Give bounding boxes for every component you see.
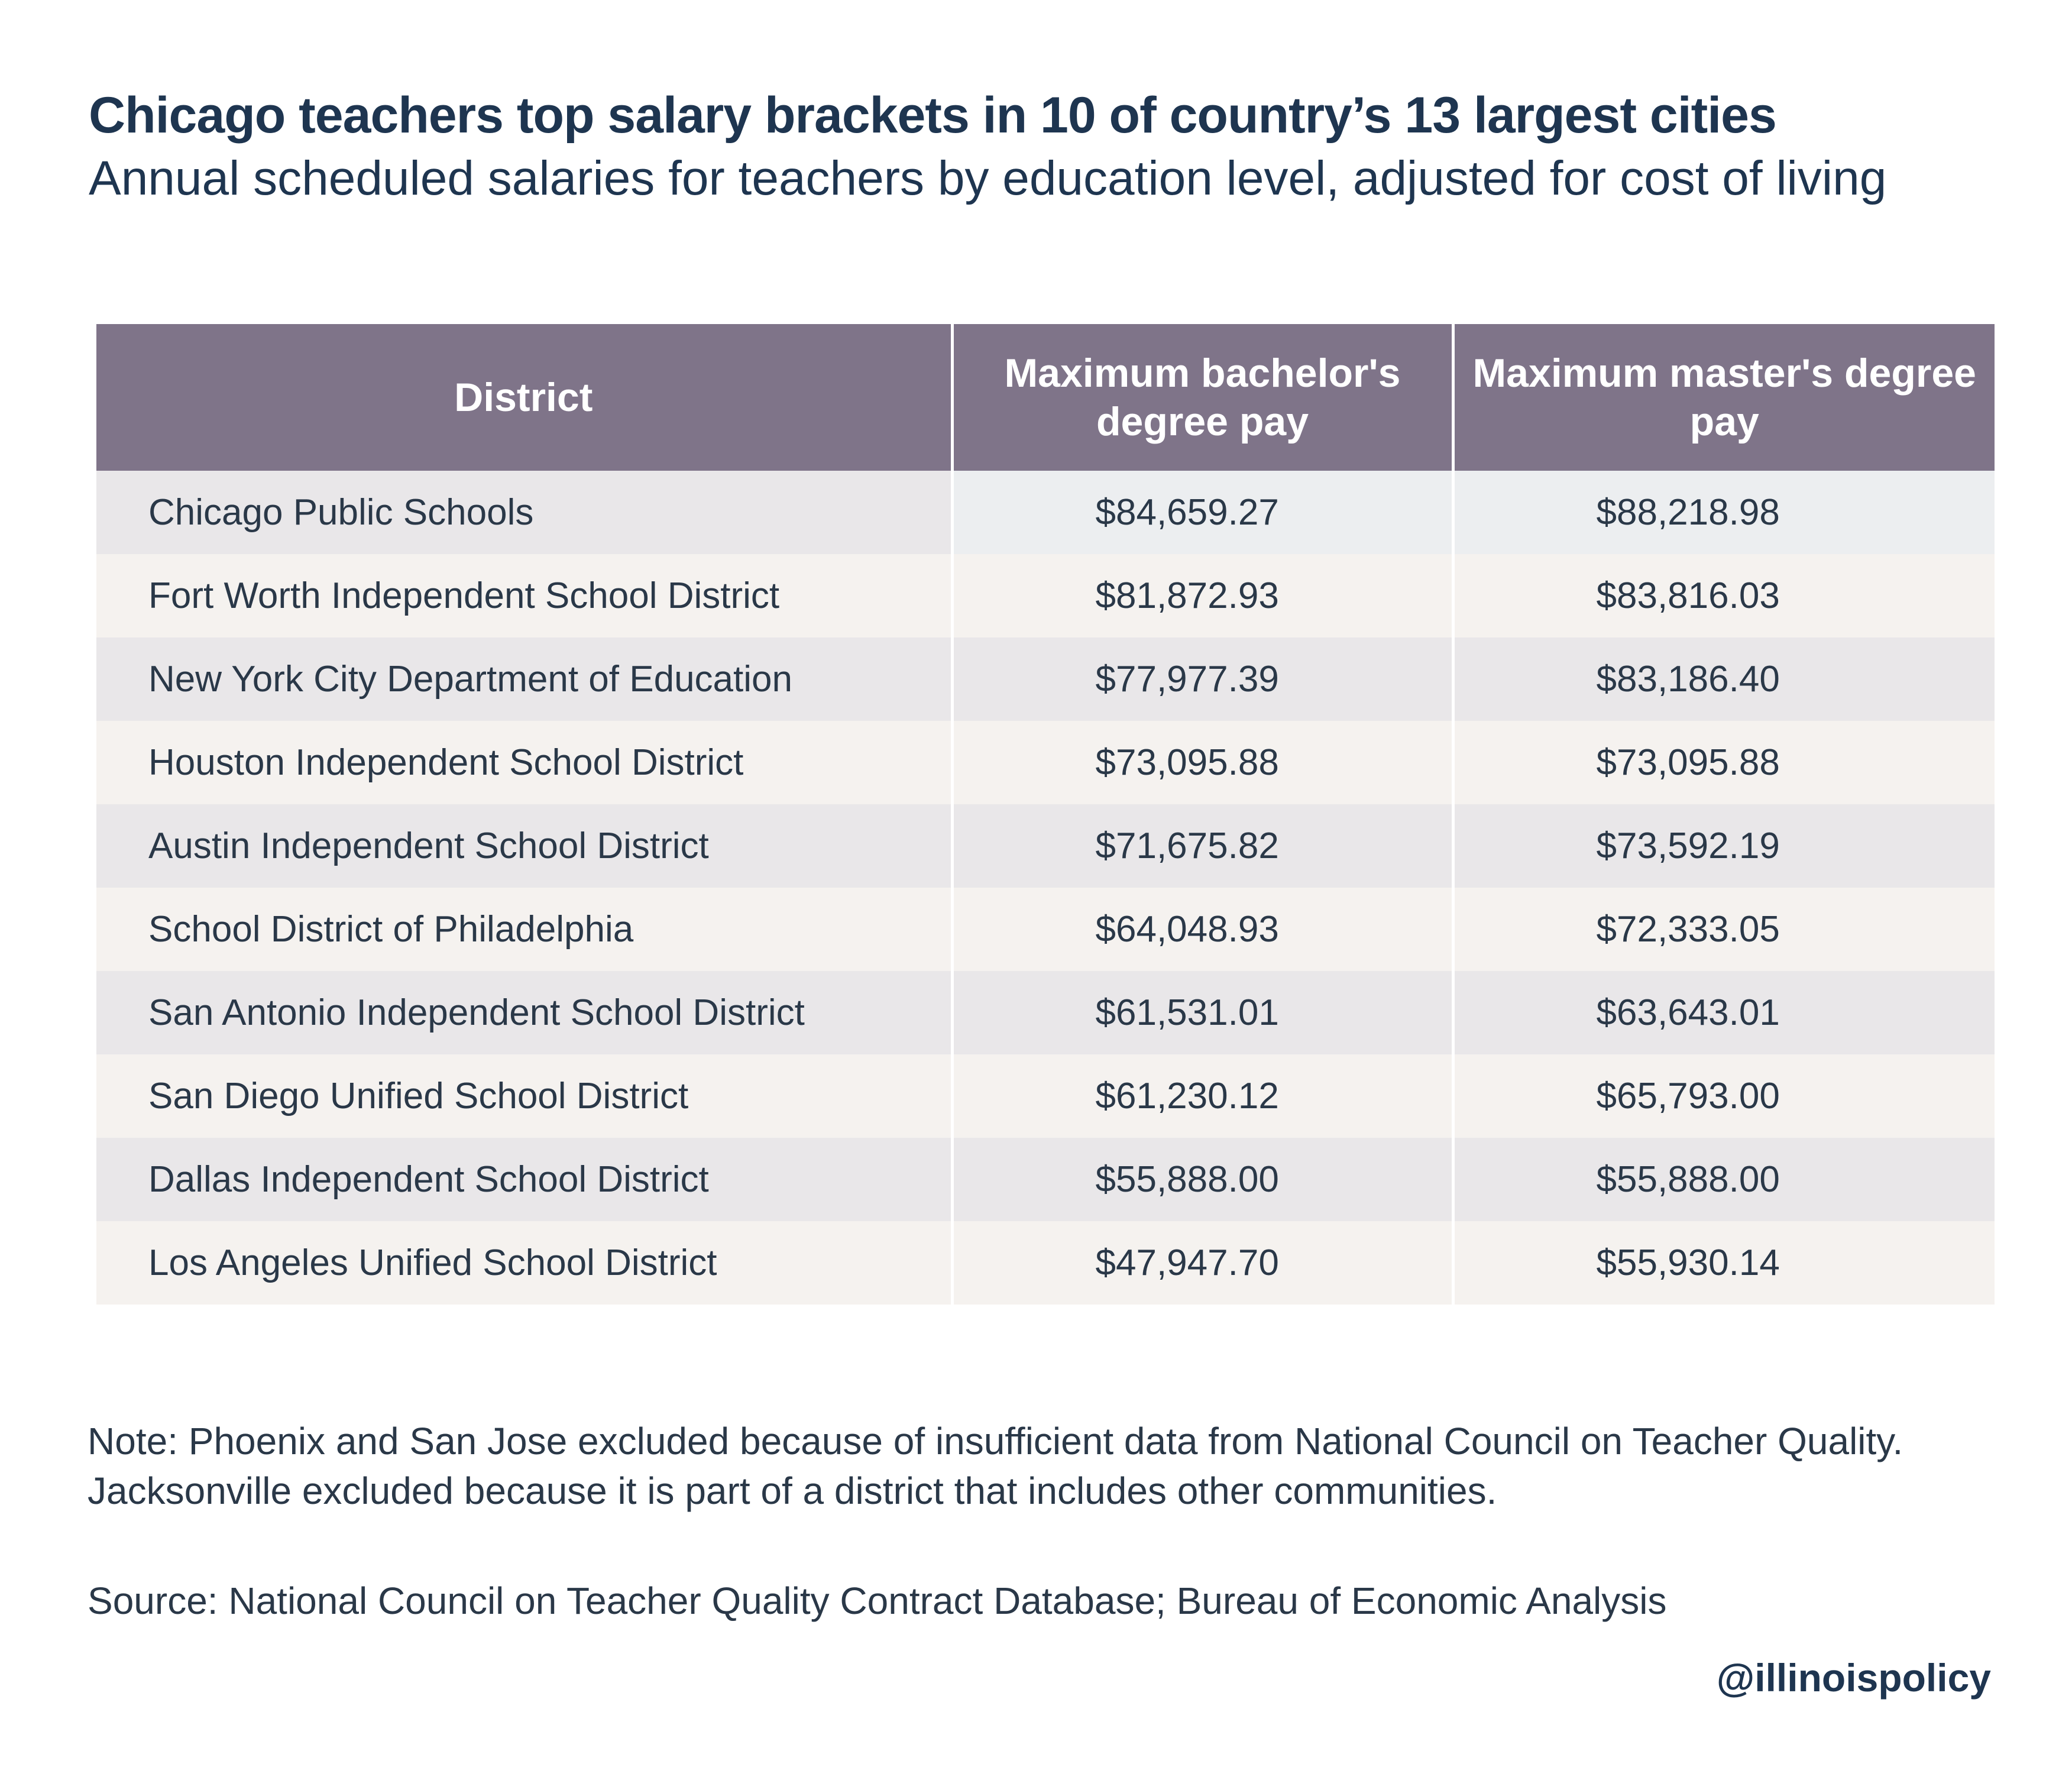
cell-masters: $83,186.40: [1453, 637, 1995, 721]
table-row: Los Angeles Unified School District $47,…: [96, 1221, 1995, 1305]
table-row: Fort Worth Independent School District $…: [96, 554, 1995, 637]
table-row: New York City Department of Education $7…: [96, 637, 1995, 721]
table-row: Houston Independent School District $73,…: [96, 721, 1995, 804]
cell-district: New York City Department of Education: [96, 637, 954, 721]
cell-district: San Diego Unified School District: [96, 1054, 954, 1138]
cell-district: Houston Independent School District: [96, 721, 954, 804]
cell-masters: $65,793.00: [1453, 1054, 1995, 1138]
cell-district: School District of Philadelphia: [96, 888, 954, 971]
source-line: Source: National Council on Teacher Qual…: [88, 1580, 1667, 1622]
table-body: Chicago Public Schools $84,659.27 $88,21…: [96, 471, 1995, 1305]
cell-district: Los Angeles Unified School District: [96, 1221, 954, 1305]
cell-masters: $83,816.03: [1453, 554, 1995, 637]
table-row: Chicago Public Schools $84,659.27 $88,21…: [96, 471, 1995, 554]
table-row: San Diego Unified School District $61,23…: [96, 1054, 1995, 1138]
cell-masters: $63,643.01: [1453, 971, 1995, 1054]
cell-masters: $73,095.88: [1453, 721, 1995, 804]
cell-bachelors: $77,977.39: [952, 637, 1455, 721]
cell-bachelors: $73,095.88: [952, 721, 1455, 804]
salary-table: District Maximum bachelor's degree pay M…: [96, 324, 1995, 1305]
social-handle: @illinoispolicy: [1716, 1656, 1991, 1700]
footnote: Note: Phoenix and San Jose excluded beca…: [88, 1420, 1903, 1512]
cell-district: Fort Worth Independent School District: [96, 554, 954, 637]
cell-district: Dallas Independent School District: [96, 1138, 954, 1221]
cell-masters: $88,218.98: [1453, 471, 1995, 554]
cell-masters: $73,592.19: [1453, 804, 1995, 888]
header-bachelors: Maximum bachelor's degree pay: [952, 324, 1455, 471]
table-row: School District of Philadelphia $64,048.…: [96, 888, 1995, 971]
cell-bachelors: $47,947.70: [952, 1221, 1455, 1305]
cell-bachelors: $84,659.27: [952, 471, 1455, 554]
cell-masters: $55,888.00: [1453, 1138, 1995, 1221]
table-row: Dallas Independent School District $55,8…: [96, 1138, 1995, 1221]
cell-bachelors: $71,675.82: [952, 804, 1455, 888]
cell-district: Austin Independent School District: [96, 804, 954, 888]
header-row: District Maximum bachelor's degree pay M…: [96, 324, 1995, 471]
cell-bachelors: $55,888.00: [952, 1138, 1455, 1221]
cell-masters: $55,930.14: [1453, 1221, 1995, 1305]
cell-bachelors: $64,048.93: [952, 888, 1455, 971]
cell-masters: $72,333.05: [1453, 888, 1995, 971]
chart-subtitle: Annual scheduled salaries for teachers b…: [89, 151, 1887, 205]
header-district: District: [96, 324, 954, 471]
cell-district: San Antonio Independent School District: [96, 971, 954, 1054]
chart-title: Chicago teachers top salary brackets in …: [89, 87, 1777, 144]
cell-district: Chicago Public Schools: [96, 471, 954, 554]
table-row: Austin Independent School District $71,6…: [96, 804, 1995, 888]
table-header: District Maximum bachelor's degree pay M…: [96, 324, 1995, 471]
cell-bachelors: $61,531.01: [952, 971, 1455, 1054]
cell-bachelors: $81,872.93: [952, 554, 1455, 637]
table-row: San Antonio Independent School District …: [96, 971, 1995, 1054]
header-masters: Maximum master's degree pay: [1453, 324, 1995, 471]
cell-bachelors: $61,230.12: [952, 1054, 1455, 1138]
